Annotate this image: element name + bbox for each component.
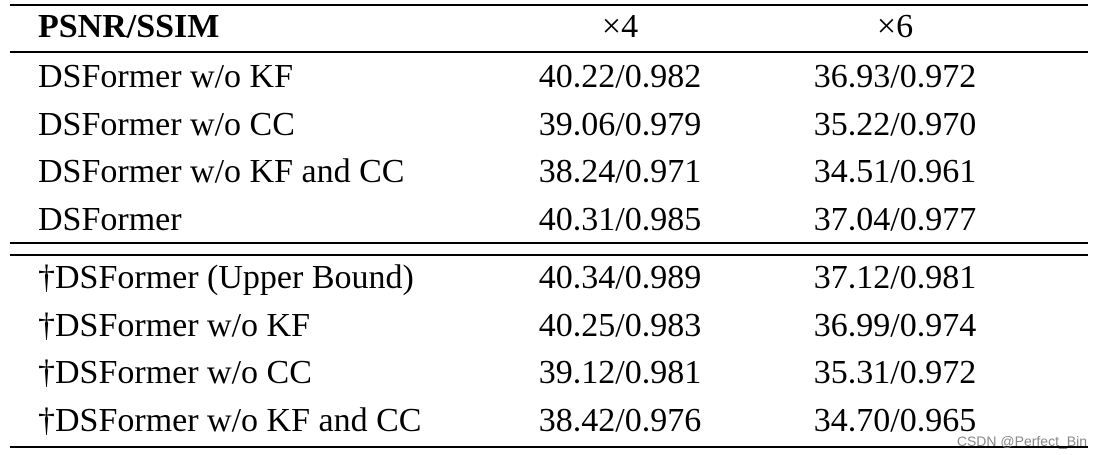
table-cell: 38.24/0.971	[538, 153, 702, 190]
table-cell: †DSFormer w/o KF	[38, 306, 311, 344]
table-cell: DSFormer	[38, 200, 182, 238]
table-cell: 40.34/0.989	[538, 259, 702, 296]
table-cell: †DSFormer (Upper Bound)	[38, 259, 414, 296]
table-cell: †DSFormer w/o CC	[38, 354, 312, 391]
table-cell: 39.06/0.979	[538, 105, 702, 143]
table-cell: 40.25/0.983	[538, 306, 702, 344]
table-cell: 35.22/0.970	[813, 105, 977, 143]
rule	[10, 4, 1088, 6]
table-cell: 36.93/0.972	[813, 58, 977, 95]
table-cell: 37.04/0.977	[813, 200, 977, 238]
table-cell: 37.12/0.981	[813, 259, 977, 296]
table-cell: DSFormer w/o CC	[38, 105, 295, 143]
table-cell: 39.12/0.981	[538, 354, 702, 391]
table-cell: 40.31/0.985	[538, 200, 702, 238]
table-cell: 40.22/0.982	[538, 58, 702, 95]
table-cell: 34.70/0.965	[813, 401, 977, 439]
table-cell: 38.42/0.976	[538, 401, 702, 439]
table-cell: DSFormer w/o KF	[38, 58, 294, 95]
header-cell: ×6	[876, 8, 914, 45]
table-cell: 36.99/0.974	[813, 306, 977, 344]
rule	[10, 446, 1088, 448]
rule	[10, 51, 1088, 53]
watermark: CSDN @Perfect_Bin	[956, 433, 1087, 449]
header-cell: ×4	[601, 8, 639, 45]
rule	[10, 242, 1088, 244]
table-cell: DSFormer w/o KF and CC	[38, 153, 405, 190]
rule	[10, 254, 1088, 256]
header-cell: PSNR/SSIM	[38, 8, 220, 45]
table-cell: 34.51/0.961	[813, 153, 977, 190]
table-cell: †DSFormer w/o KF and CC	[38, 401, 422, 439]
table-cell: 35.31/0.972	[813, 354, 977, 391]
